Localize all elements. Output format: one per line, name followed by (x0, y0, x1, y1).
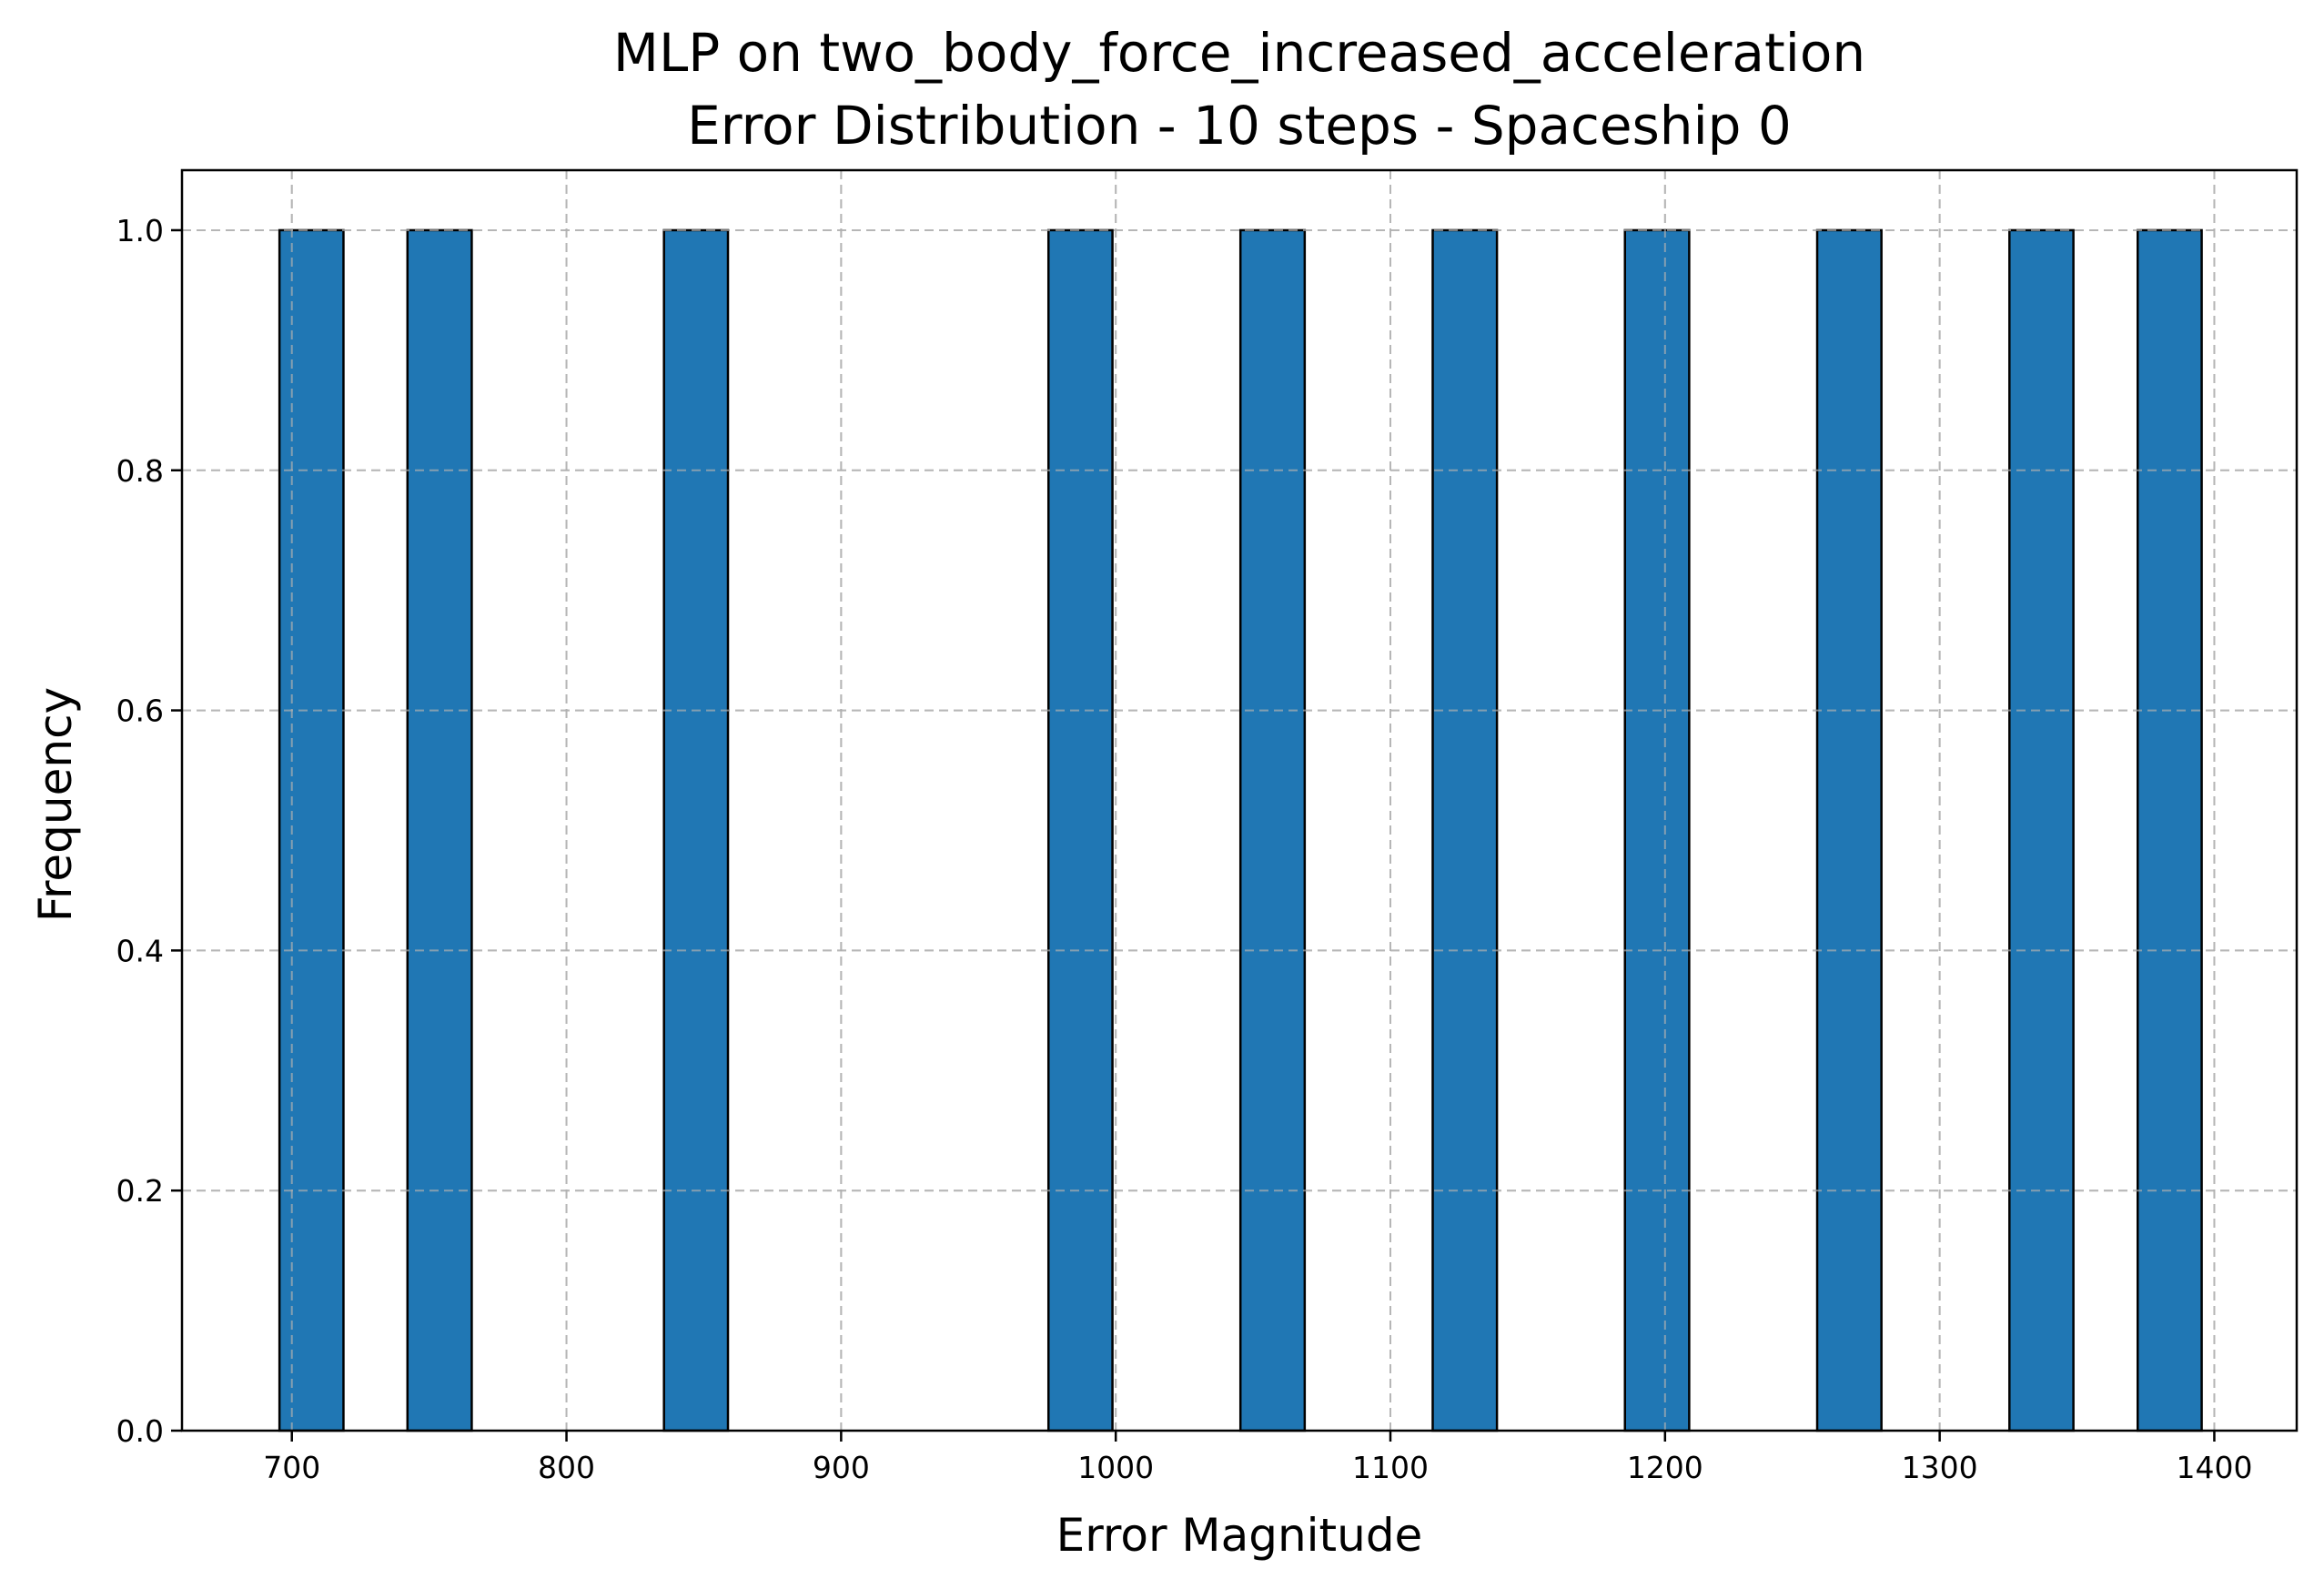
histogram-bar (1238, 228, 1307, 1432)
y-tick-label: 0.2 (116, 1173, 164, 1209)
y-tick-label: 0.8 (116, 453, 164, 489)
histogram-bar (1046, 228, 1114, 1432)
histogram-bar (278, 228, 345, 1432)
histogram-bar (2136, 228, 2203, 1432)
bars (182, 170, 2297, 1432)
y-tick-label: 0.4 (116, 933, 164, 968)
x-tick-label: 900 (813, 1450, 870, 1485)
x-tick-label: 800 (538, 1450, 595, 1485)
y-axis-ticks: 0.0 0.2 0.4 0.6 0.8 1.0 (116, 213, 182, 1449)
axes (180, 168, 2299, 1432)
y-axis-label: Frequency (29, 687, 82, 922)
x-tick-label: 1100 (1352, 1450, 1429, 1485)
histogram-bar (406, 228, 473, 1432)
x-axis-ticks: 700 800 900 1000 1100 1200 1300 1400 (263, 1431, 2252, 1485)
y-tick-label: 0.6 (116, 693, 164, 729)
chart-title-line2: Error Distribution - 10 steps - Spaceshi… (687, 95, 1792, 157)
histogram-bar (1431, 228, 1499, 1432)
x-tick-label: 700 (263, 1450, 320, 1485)
x-tick-label: 1400 (2176, 1450, 2252, 1485)
histogram-bar (1623, 228, 1691, 1432)
y-tick-label: 1.0 (116, 213, 164, 248)
y-tick-label: 0.0 (116, 1413, 164, 1449)
chart-title-line1: MLP on two_body_force_increased_accelera… (613, 22, 1865, 84)
histogram-bar (2008, 228, 2075, 1432)
x-tick-label: 1300 (1902, 1450, 1978, 1485)
histogram-bar (1815, 228, 1883, 1432)
x-tick-label: 1200 (1627, 1450, 1703, 1485)
x-axis-label: Error Magnitude (1056, 1509, 1423, 1562)
x-tick-label: 1000 (1077, 1450, 1154, 1485)
plot-frame (180, 168, 2299, 1432)
histogram-bar (662, 228, 730, 1432)
